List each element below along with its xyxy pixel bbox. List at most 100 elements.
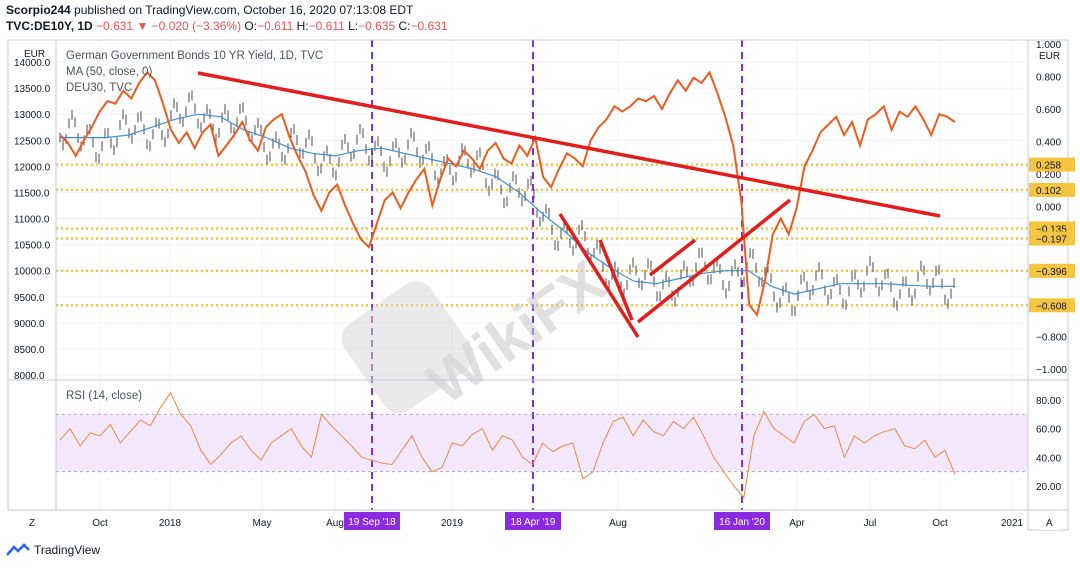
vertical-markers <box>371 40 743 510</box>
price-levels <box>56 163 1028 307</box>
x-tick-label: Apr <box>789 518 805 529</box>
trendlines <box>197 71 941 338</box>
left-tick-label: 10000.0 <box>14 267 51 278</box>
right-tick-label: 0.400 <box>1036 138 1061 149</box>
date-marker-label: 16 Jan '20 <box>719 517 765 528</box>
left-tick-label: 8000.0 <box>14 371 45 382</box>
right-tick-label: −0.800 <box>1036 333 1067 344</box>
a-button[interactable]: A <box>1040 514 1060 530</box>
left-tick-label: 13500.0 <box>14 84 51 95</box>
rsi-legend: RSI (14, close) <box>66 390 142 402</box>
x-tick-label: 2021 <box>1001 518 1024 529</box>
left-tick-label: 10500.0 <box>14 241 51 252</box>
left-tick-label: 8500.0 <box>14 345 45 356</box>
high-value: −0.611 <box>308 19 345 33</box>
trendline <box>648 238 697 277</box>
right-tick-label: 0.600 <box>1036 105 1061 116</box>
price-level-tag <box>1029 298 1075 313</box>
rsi-tick-label: 80.00 <box>1036 396 1061 407</box>
price-level-tag <box>1029 182 1075 197</box>
ma-line <box>60 113 955 295</box>
price-level-tags: 0.258 0.102 −0.135−0.197 −0.396 −0.608 <box>1029 157 1075 313</box>
symbol-label: TVC:DE10Y, 1D <box>6 19 93 33</box>
low-value: −0.635 <box>358 19 396 33</box>
rsi-tick-label: 20.00 <box>1036 482 1061 493</box>
trendline <box>558 213 640 338</box>
rsi-band <box>56 414 1028 472</box>
x-tick-label: Aug <box>609 518 627 529</box>
rsi-axis-ticks: 80.00 60.00 40.00 20.00 <box>56 396 1061 493</box>
deu30-legend: DEU30, TVC <box>66 82 132 94</box>
left-tick-label: 9500.0 <box>14 293 45 304</box>
left-tick-label: 9000.0 <box>14 319 45 330</box>
publisher-name: Scorpio244 <box>6 3 71 17</box>
a-button-label: A <box>1046 518 1053 529</box>
left-tick-label: 12000.0 <box>14 162 51 173</box>
date-marker-label: 19 Sep '18 <box>348 517 396 528</box>
tradingview-logo-icon <box>6 543 30 556</box>
x-tick-label: Aug <box>326 518 344 529</box>
right-tick-label: 1.000 <box>1036 40 1061 51</box>
left-axis-ticks: 14000.0 13500.0 13000.0 12500.0 12000.0 11500… <box>14 58 51 382</box>
right-currency-label: EUR <box>1039 51 1060 62</box>
date-marker-tag <box>344 512 400 530</box>
publish-info: Scorpio244 published on TradingView.com,… <box>6 3 413 17</box>
z-button[interactable]: Z <box>22 514 42 530</box>
price-bars <box>59 90 955 317</box>
x-tick-label: Oct <box>932 518 948 529</box>
down-arrow-icon: ▼ <box>136 19 149 33</box>
open-label: O: <box>244 19 258 33</box>
last-value: −0.631 <box>96 19 134 33</box>
left-tick-label: 12500.0 <box>14 136 51 147</box>
right-axis-ticks: 1.000 0.800 0.600 0.400 0.200 0.000 −0.800 −1.0… <box>1036 40 1067 376</box>
low-label: L: <box>348 19 359 33</box>
date-marker-tags: 19 Sep '18 18 Apr '19 16 Jan '20 <box>344 512 770 530</box>
footer-brand-text: TradingView <box>34 543 101 557</box>
price-level-tag-label: 0.102 <box>1036 186 1061 197</box>
date-marker-tag <box>714 512 770 530</box>
yield-line <box>59 70 956 318</box>
ma-legend: MA (50, close, 0) <box>66 66 152 78</box>
footer-brand[interactable]: TradingView <box>6 543 100 557</box>
price-level-tag-label: −0.197 <box>1036 235 1067 246</box>
open-value: −0.611 <box>257 19 294 33</box>
left-tick-label: 11500.0 <box>14 188 50 199</box>
price-level-tag-label: 0.258 <box>1036 161 1061 172</box>
price-level-tag <box>1029 263 1075 278</box>
left-tick-label: 11000.0 <box>14 215 50 226</box>
x-tick-label: 2018 <box>159 518 182 529</box>
right-tick-label: 0.200 <box>1036 170 1061 181</box>
price-level-tag-label: −0.396 <box>1036 267 1067 278</box>
x-tick-label: Jul <box>864 518 877 529</box>
high-label: H: <box>296 19 309 33</box>
left-tick-label: 14000.0 <box>14 58 51 69</box>
rsi-line <box>59 391 956 499</box>
right-tick-label: 0.800 <box>1036 73 1061 84</box>
close-label: C: <box>398 19 411 33</box>
rsi-tick-label: 60.00 <box>1036 425 1061 436</box>
price-level-tag <box>1029 231 1075 246</box>
change-value: −0.020 (−3.36%) <box>151 19 242 33</box>
trendline <box>197 71 941 218</box>
time-axis-ticks: Oct 2018 May Aug 2019 Aug Apr Jul Oct 2021 <box>92 518 1023 529</box>
x-tick-label: Oct <box>92 518 108 529</box>
left-currency-label: EUR <box>24 49 45 60</box>
rsi-tick-label: 40.00 <box>1036 453 1061 464</box>
trendline <box>636 198 792 324</box>
ohlc-header: TVC:DE10Y, 1D −0.631 ▼ −0.020 (−3.36%) O… <box>6 19 448 33</box>
date-marker-tag <box>505 512 561 530</box>
x-tick-label: 2019 <box>441 518 464 529</box>
published-text: published on TradingView.com, October 16… <box>74 3 414 17</box>
price-level-tag <box>1029 157 1075 172</box>
price-level-tag-label: −0.135 <box>1036 224 1067 235</box>
x-tick-label: May <box>253 518 272 529</box>
z-button-label: Z <box>29 518 35 529</box>
left-tick-label: 13000.0 <box>14 110 51 121</box>
right-tick-label: −1.000 <box>1036 365 1067 376</box>
close-value: −0.631 <box>410 19 448 33</box>
price-level-tag-label: −0.608 <box>1036 301 1067 312</box>
right-tick-label: 0.000 <box>1036 203 1061 214</box>
trendline <box>598 239 634 321</box>
main-legend: German Government Bonds 10 YR Yield, 1D,… <box>66 50 323 62</box>
